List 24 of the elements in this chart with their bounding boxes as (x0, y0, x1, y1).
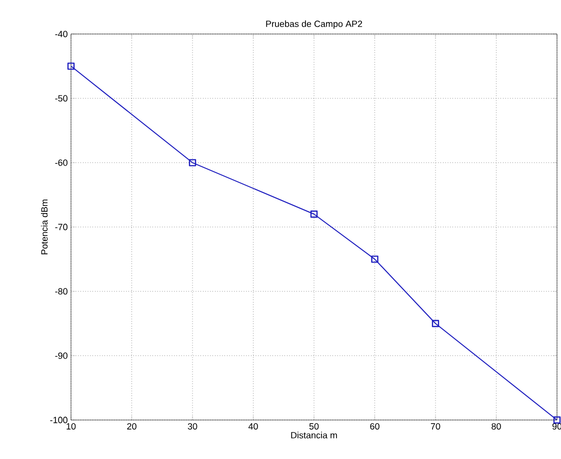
x-tick-label: 40 (248, 423, 258, 430)
x-tick-label: 10 (66, 423, 76, 430)
point (188, 159, 196, 166)
y-tick-label: -60 (55, 159, 68, 166)
x-tick-label: 70 (430, 423, 440, 430)
x-tick-label: 20 (127, 423, 136, 430)
y-tick-label: -90 (55, 352, 68, 359)
y-axis-title: Potencia dBm (40, 200, 48, 254)
y-tick-label: -100 (50, 416, 68, 424)
point (553, 416, 561, 424)
point (67, 62, 75, 70)
y-tick-label: -80 (55, 288, 68, 295)
x-tick-label: 60 (370, 423, 380, 430)
chart-title: Pruebas de Campo AP2 (266, 20, 362, 29)
point (371, 256, 378, 263)
x-axis-title: Distancia m (291, 432, 337, 438)
x-tick-label: 30 (188, 423, 198, 430)
y-tick-label: -50 (55, 95, 68, 102)
y-tick-label: -40 (55, 30, 68, 38)
x-tick-label: 50 (309, 423, 319, 430)
point (310, 210, 318, 218)
point (432, 320, 440, 328)
y-tick-label: -70 (55, 224, 68, 230)
x-tick-label: 80 (492, 423, 501, 430)
